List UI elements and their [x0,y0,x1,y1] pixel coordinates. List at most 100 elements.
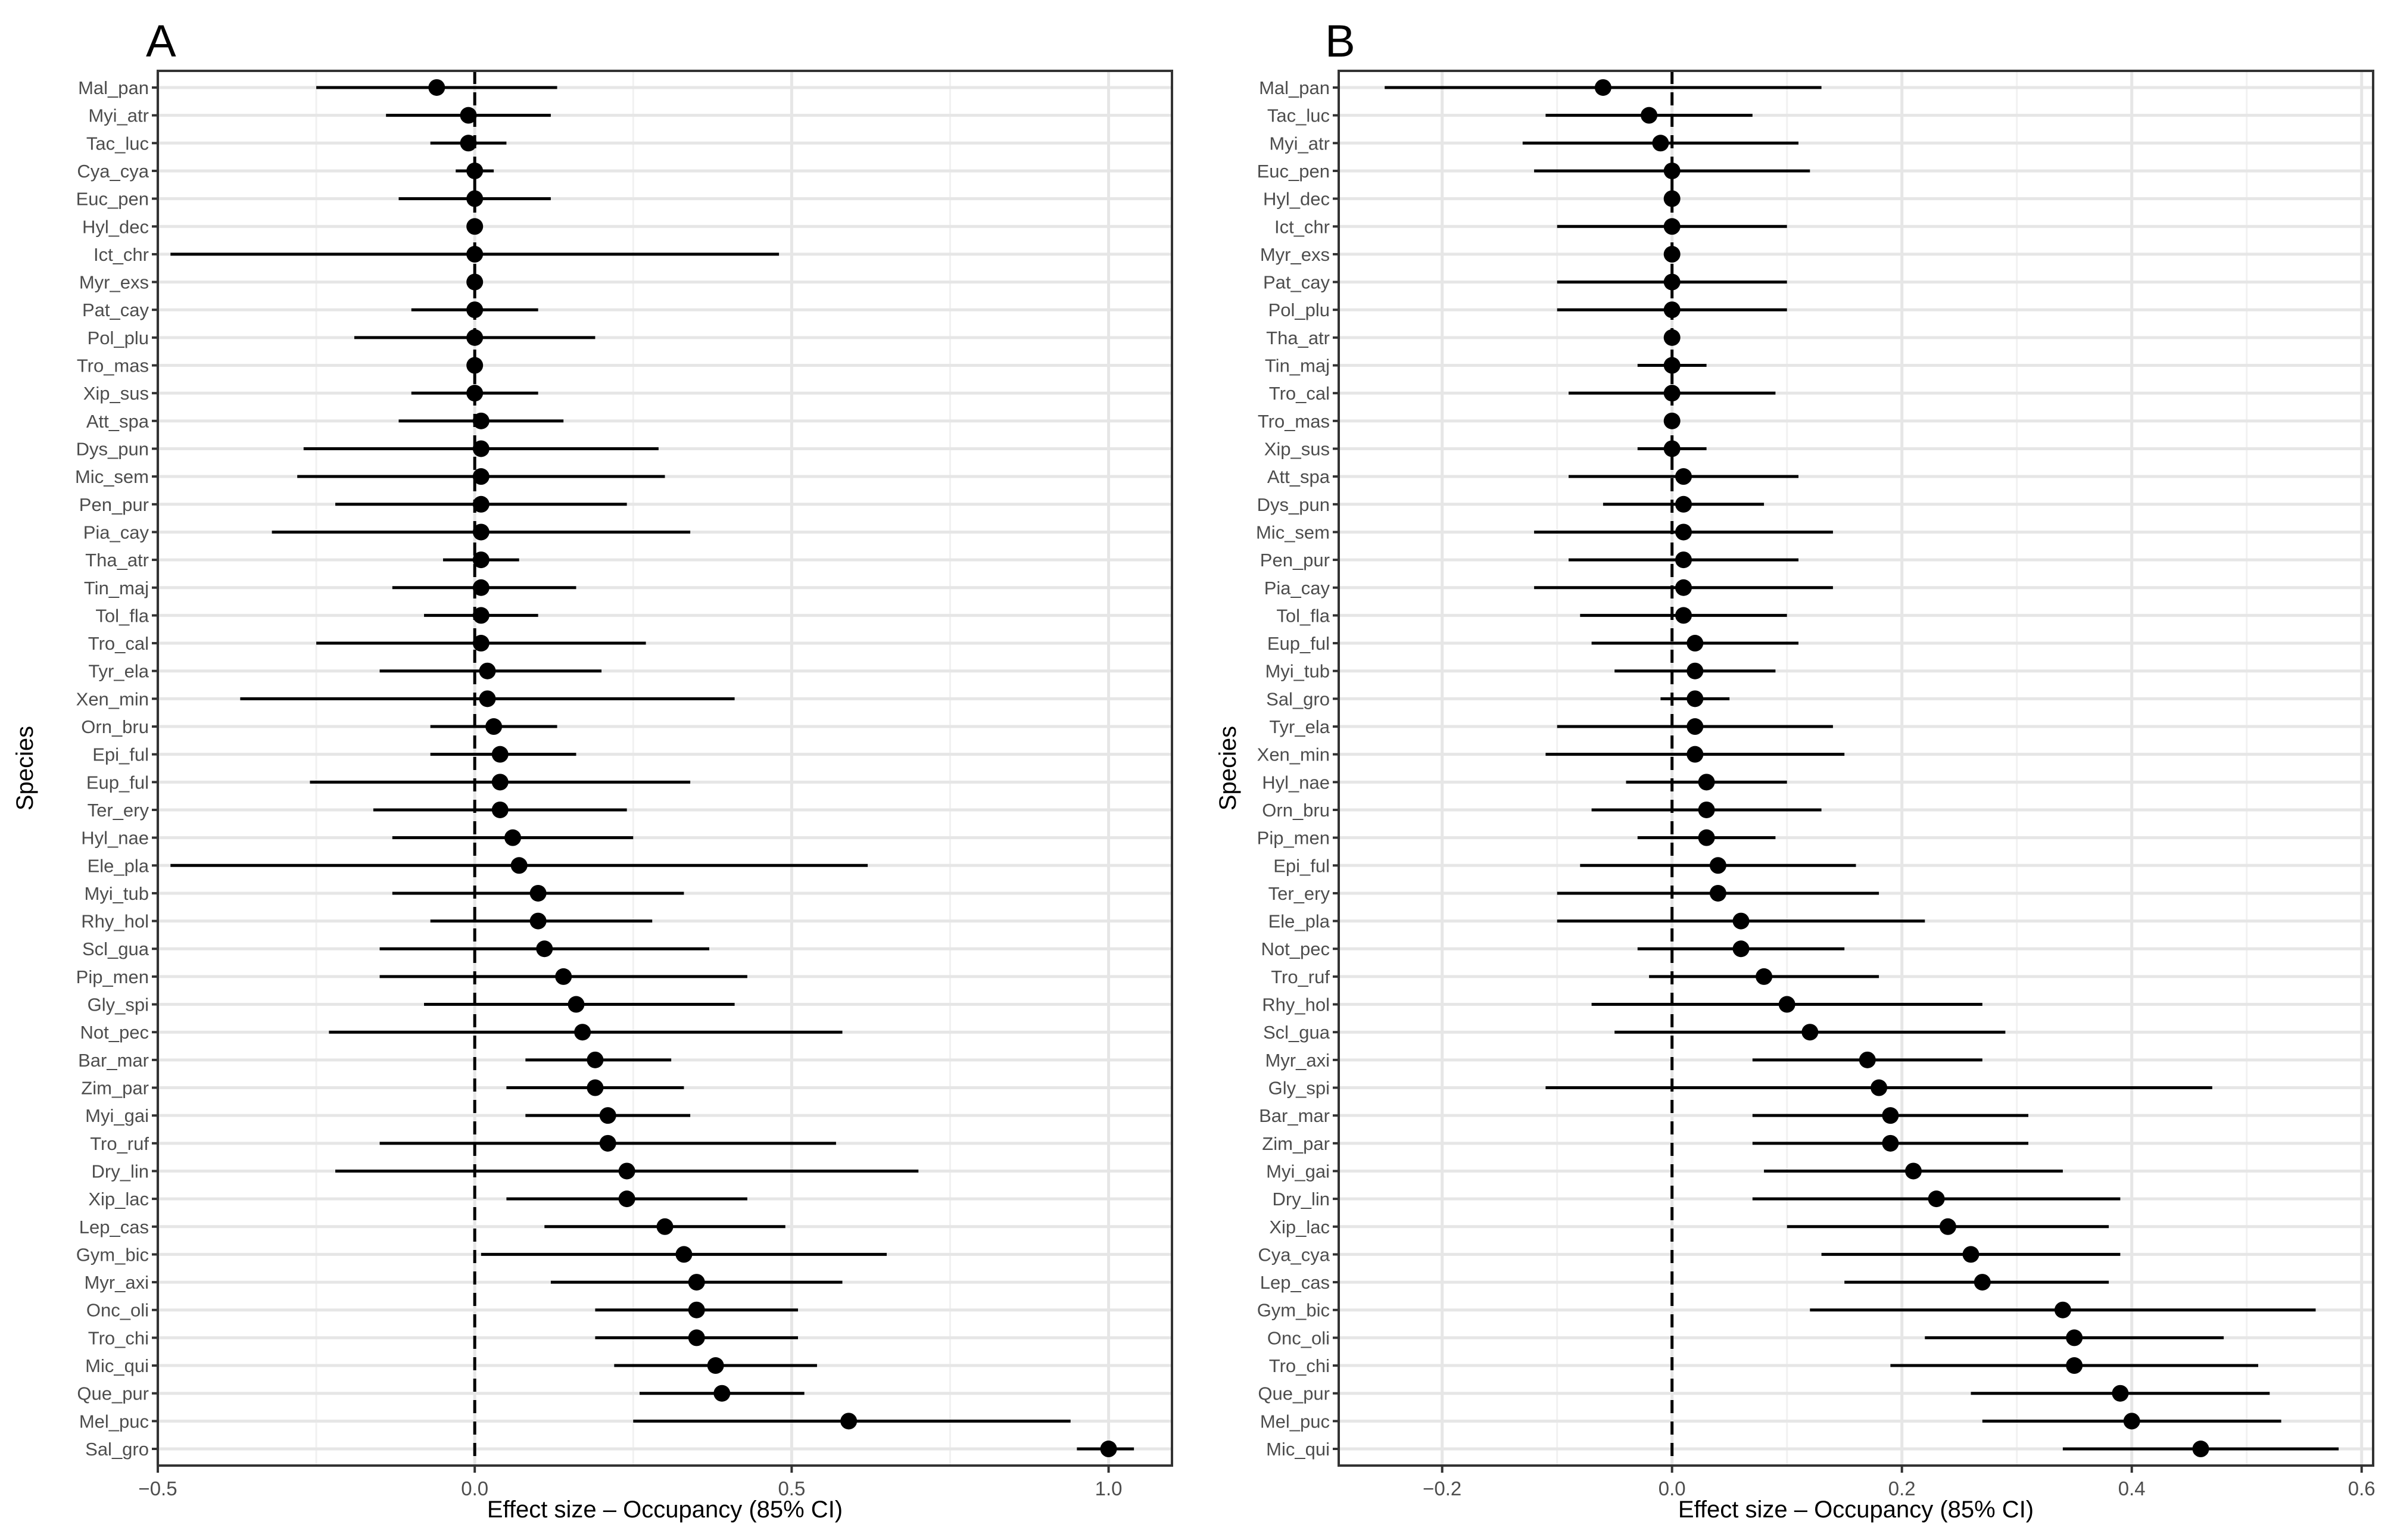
x-tick-label: 0.5 [778,1477,805,1500]
estimate-point [479,662,496,679]
species-tick-label: Tro_chi [88,1327,149,1348]
species-tick-label: Que_pur [77,1383,149,1404]
species-tick-label: Mel_puc [1260,1411,1330,1432]
estimate-point [574,1024,591,1041]
estimate-point [599,1134,616,1152]
estimate-point [1709,857,1726,874]
species-tick-label: Xip_lac [88,1189,149,1209]
species-tick-label: Cya_cya [77,161,149,182]
estimate-point [1663,190,1681,207]
species-tick-label: Myi_tub [1265,661,1330,682]
estimate-point [587,1051,604,1068]
estimate-point [688,1274,705,1291]
estimate-point [472,495,490,513]
species-tick-label: Mel_puc [79,1411,149,1432]
species-tick-label: Tro_mas [77,356,149,376]
panel-border [1338,70,2374,1467]
estimate-point [1663,357,1681,374]
species-tick-label: Hyl_dec [1263,189,1330,210]
species-tick-label: Xen_min [1257,744,1330,765]
x-axis-title: Effect size – Occupancy (85% CI) [1678,1497,2034,1523]
panel-a: Mal_pan Myi_atr Tac_luc Cya_cya Euc_pen Hyl_d… [12,16,1173,1523]
estimate-point [1698,829,1715,846]
species-tick-label: Lep_cas [79,1217,149,1237]
panel-b: Mal_pan Tac_luc Myi_atr Euc_pen Hyl_dec Ict_c… [1215,16,2376,1523]
estimate-point [466,357,484,374]
species-tick-label: Scl_gua [82,939,149,959]
species-tick-label: Bar_mar [78,1050,149,1071]
species-tick-label: Myi_gai [85,1105,149,1126]
estimate-point [1709,884,1726,902]
species-tick-label: Myr_exs [1260,244,1330,265]
species-tick-label: Euc_pen [76,189,149,210]
species-tick-label: Sal_gro [1266,688,1330,709]
species-tick-label: Att_spa [1267,466,1330,487]
estimate-point [1778,996,1795,1013]
estimate-point [2123,1413,2140,1430]
estimate-point [1859,1051,1876,1068]
estimate-point [713,1385,731,1402]
estimate-point [599,1107,616,1124]
estimate-point [1663,440,1681,457]
estimate-point [2112,1385,2129,1402]
estimate-point [1675,607,1692,624]
species-tick-label: Myi_atr [88,105,149,126]
estimate-point [1687,662,1704,679]
species-tick-label: Gym_bic [1257,1300,1330,1321]
estimate-point [1663,329,1681,346]
species-tick-label: Ict_chr [93,244,149,265]
species-tick-label: Mic_sem [75,466,149,487]
species-tick-label: Dys_pun [76,438,149,459]
species-tick-label: Gym_bic [76,1244,149,1265]
estimate-point [1675,579,1692,596]
estimate-point [466,218,484,235]
species-tick-label: Gly_spi [1268,1078,1330,1099]
species-tick-label: Gly_spi [88,995,149,1015]
species-tick-label: Not_pec [1261,939,1330,959]
estimate-point [1687,690,1704,707]
estimate-point [472,607,490,624]
estimate-point [1663,301,1681,319]
species-tick-label: Onc_oli [1267,1327,1330,1348]
species-tick-label: Sal_gro [85,1439,149,1460]
estimate-point [2192,1441,2209,1458]
estimate-point [1687,635,1704,652]
species-tick-label: Tin_maj [1265,356,1330,376]
species-tick-label: Pat_cay [1263,272,1330,293]
estimate-point [1801,1024,1819,1041]
estimate-point [491,746,509,763]
species-tick-label: Mal_pan [1259,77,1330,98]
species-tick-label: Pen_pur [79,494,149,515]
estimate-point [1100,1441,1117,1458]
species-tick-label: Rhy_hol [1262,995,1330,1015]
estimate-point [472,412,490,429]
species-tick-label: Myr_exs [79,272,149,293]
estimate-point [428,79,445,96]
estimate-point [466,245,484,263]
x-tick-label: 0.4 [2118,1477,2146,1500]
species-tick-label: Tol_fla [1276,605,1330,626]
estimate-point [536,940,553,958]
species-tick-label: Myi_gai [1266,1161,1330,1182]
estimate-point [1882,1134,1899,1152]
species-tick-label: Not_pec [80,1022,149,1043]
estimate-point [485,718,503,735]
species-tick-label: Eup_ful [1267,633,1330,654]
estimate-point [1928,1190,1945,1208]
estimate-point [1962,1246,1979,1263]
estimate-point [472,551,490,569]
estimate-point [479,690,496,707]
species-tick-label: Hyl_dec [82,216,149,237]
species-tick-label: Tro_ruf [90,1133,149,1154]
estimate-point [707,1357,724,1374]
species-tick-label: Xip_lac [1269,1217,1330,1237]
species-tick-label: Scl_gua [1263,1022,1330,1043]
estimate-point [1732,912,1750,930]
panel-label: B [1325,16,1355,67]
estimate-point [529,884,547,902]
estimate-point [2066,1357,2083,1374]
species-tick-label: Epi_ful [1273,855,1330,876]
species-tick-label: Dys_pun [1257,494,1330,515]
species-tick-label: Zim_par [81,1078,149,1099]
